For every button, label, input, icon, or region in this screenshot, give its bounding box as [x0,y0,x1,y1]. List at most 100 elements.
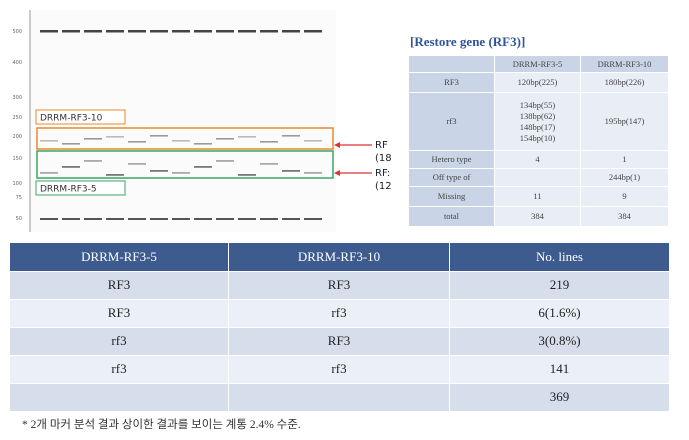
axis-label: 100 [12,181,22,187]
cell: 384 [580,206,669,227]
band [106,136,124,138]
arrow-label: RF [375,140,388,151]
band [304,172,322,174]
band [62,166,80,168]
row: Hetero type 4 1 [408,150,669,169]
cell: 369 [449,383,670,412]
header-cell: DRRM-RF3-10 [228,243,450,272]
band [216,30,234,33]
band [260,218,278,220]
cell: RF3 [228,327,450,356]
cell: 11 [494,186,581,207]
band [238,30,256,33]
axis-label: 500 [12,29,22,35]
band [260,141,278,143]
cell [10,383,229,412]
gel-image: 500 400 300 250 200 150 100 75 50 DRRM-RF3-10 DR… [12,10,392,232]
cell: 244bp(1) [580,168,669,187]
arrowhead [334,170,340,176]
row: RF3 rf3 6(1.6%) [10,299,670,328]
band [106,30,124,33]
bands [40,30,322,220]
header-cell: DRRM-RF3-10 [580,55,669,73]
band [238,218,256,220]
cell: 219 [449,271,670,300]
cell: 134bp(55) 138bp(62) 148bp(17) 154bp(10) [494,92,581,151]
cell [228,383,450,412]
header-cell: DRRM-RF3-5 [494,55,581,73]
band [238,136,256,138]
cell: 120bp(225) [494,72,581,93]
row: total 384 384 [408,206,669,227]
cell: RF3 [10,299,229,328]
cell: 1 [580,150,669,169]
band [194,218,212,220]
cell: 141 [449,355,670,384]
row: rf3 134bp(55) 138bp(62) 148bp(17) 154bp(1… [408,92,669,151]
axis-label: 200 [12,134,22,140]
row: Missing 11 9 [408,186,669,207]
band [282,30,300,33]
band [282,135,300,137]
cell: 9 [580,186,669,207]
band [172,30,190,33]
cell [408,55,495,73]
arrow-label: (12 [375,181,392,192]
band [238,174,256,176]
band [84,160,102,162]
band [40,218,58,220]
cell: 6(1.6%) [449,299,670,328]
cell: rf3 [228,355,450,384]
band [150,135,168,137]
band [150,170,168,172]
band [282,170,300,172]
band [194,143,212,145]
band [84,218,102,220]
band [194,30,212,33]
cell: 384 [494,206,581,227]
row: RF3 RF3 219 [10,271,670,300]
small-table: DRRM-RF3-5 DRRM-RF3-10 RF3 120bp(225) 180b… [408,55,669,227]
band [194,166,212,168]
axis-label: 75 [16,195,22,201]
band [150,218,168,220]
cell: 4 [494,150,581,169]
header-cell: DRRM-RF3-5 [10,243,229,272]
header-cell: No. lines [449,243,670,272]
cell: 180bp(226) [580,72,669,93]
green-box [36,150,334,179]
band [128,141,146,143]
orange-box [36,127,334,150]
band [62,30,80,33]
row: rf3 RF3 3(0.8%) [10,327,670,356]
band [172,172,190,174]
cell: RF3 [10,271,229,300]
cell: 195bp(147) [580,92,669,151]
box-label: DRRM-RF3-10 [40,114,103,124]
band [216,138,234,140]
band [84,138,102,140]
arrow-label: RF: [375,168,390,179]
row: RF3 120bp(225) 180bp(226) [408,72,669,93]
cell: Off type of [408,168,495,187]
band [62,143,80,145]
cell: rf3 [10,327,229,356]
cell: RF3 [228,271,450,300]
band [282,218,300,220]
band [304,218,322,220]
cell: rf3 [408,92,495,151]
axis-label: 400 [12,60,22,66]
band [172,140,190,142]
cell: total [408,206,495,227]
band [84,30,102,33]
box-label: DRRM-RF3-5 [40,185,97,195]
row: Off type of 244bp(1) [408,168,669,187]
band [172,218,190,220]
green-label-box [35,180,126,196]
band [150,30,168,33]
axis-labels: 500 400 300 250 200 150 100 75 50 [12,29,22,222]
band [106,174,124,176]
cell: RF3 [408,72,495,93]
band [128,218,146,220]
